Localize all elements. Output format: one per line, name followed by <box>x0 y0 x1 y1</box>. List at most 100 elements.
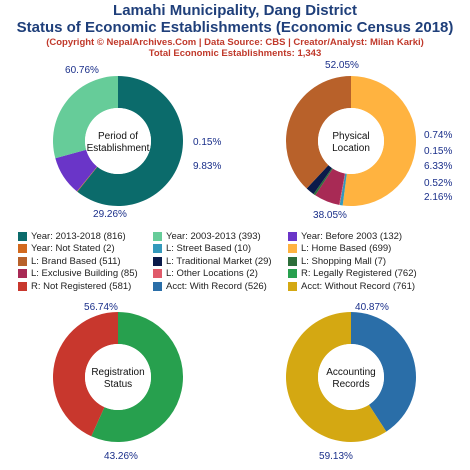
donut-chart-2: 52.05% 0.74% 0.15% 6.33% 0.52% 2.16% 38.05% Phy… <box>286 60 452 221</box>
legend-swatch <box>288 256 297 266</box>
legend-label: Year: 2003-2013 (393) <box>166 230 261 242</box>
total-line: Total Economic Establishments: 1,343 <box>148 48 322 59</box>
legend-swatch <box>288 244 297 253</box>
title-line-1: Lamahi Municipality, Dang District <box>113 2 357 19</box>
chart-header: Lamahi Municipality, Dang District Statu… <box>0 0 470 59</box>
pie-slice <box>55 149 98 192</box>
legend-item: L: Home Based (699) <box>288 243 463 255</box>
slice-percent-label: 56.74% <box>84 302 118 313</box>
legend-swatch <box>18 244 27 253</box>
copyright-line: (Copyright © NepalArchives.Com | Data So… <box>46 37 424 48</box>
legend-swatch <box>153 256 162 266</box>
slice-percent-label: 38.05% <box>313 210 347 221</box>
legend-label: R: Not Registered (581) <box>31 280 132 292</box>
legend-item: Acct: With Record (526) <box>153 280 288 292</box>
slice-percent-label: 0.52% <box>424 178 452 189</box>
legend-item: L: Brand Based (511) <box>18 255 153 267</box>
slice-percent-label: 52.05% <box>325 60 359 71</box>
legend-item: R: Legally Registered (762) <box>288 268 463 280</box>
legend-swatch <box>288 269 297 278</box>
legend-item: L: Traditional Market (29) <box>153 255 288 267</box>
legend-label: L: Shopping Mall (7) <box>301 255 387 267</box>
legend-label: Year: Not Stated (2) <box>31 243 115 254</box>
donut-center-label: Status <box>104 379 132 390</box>
legend-swatch <box>18 231 27 241</box>
legend-row: L: Exclusive Building (85) L: Other Locat… <box>18 268 463 280</box>
pie-slice <box>53 76 118 159</box>
legend-label: L: Traditional Market (29) <box>166 255 272 267</box>
pie-slice <box>76 166 98 192</box>
pie-slice <box>342 76 416 206</box>
pie-slice <box>315 168 345 205</box>
donut-center-label: Registration <box>91 367 144 378</box>
pie-slice <box>53 312 119 437</box>
pie-slice <box>91 312 184 443</box>
pie-slice <box>286 312 387 443</box>
donut-center-label: Period of <box>98 131 138 142</box>
slice-percent-label: 60.76% <box>65 65 99 76</box>
legend: Year: 2013-2018 (816) Year: 2003-2013 (39… <box>18 230 463 293</box>
donut-center-label: Location <box>332 143 370 154</box>
legend-swatch <box>153 244 162 253</box>
donut-center-label: Accounting <box>326 367 375 378</box>
legend-label: Acct: With Record (526) <box>166 280 267 292</box>
donut-hole <box>85 344 151 410</box>
slice-percent-label: 0.15% <box>193 137 221 148</box>
legend-row: Year: 2013-2018 (816) Year: 2003-2013 (39… <box>18 230 463 242</box>
slice-percent-label: 0.15% <box>424 146 452 157</box>
legend-label: Year: Before 2003 (132) <box>301 230 403 242</box>
legend-swatch <box>153 269 162 278</box>
pie-slice <box>306 165 332 195</box>
pie-slice <box>77 76 184 207</box>
slice-percent-label: 40.87% <box>355 302 389 313</box>
legend-item: L: Shopping Mall (7) <box>288 255 463 267</box>
legend-item: Year: 2013-2018 (816) <box>18 230 153 242</box>
legend-item: Acct: Without Record (761) <box>288 280 463 292</box>
donut-center-label: Establishment <box>87 143 150 154</box>
legend-swatch <box>18 281 27 291</box>
slice-percent-label: 0.74% <box>424 130 452 141</box>
legend-swatch <box>288 281 297 291</box>
legend-swatch <box>18 269 27 278</box>
legend-swatch <box>153 281 162 291</box>
legend-item: Year: 2003-2013 (393) <box>153 230 288 242</box>
legend-label: L: Home Based (699) <box>301 243 392 254</box>
pie-slice <box>313 167 333 196</box>
donut-chart-1: 60.76% 0.15% 9.83% 29.26% Period ofEstablish… <box>53 65 221 220</box>
slice-percent-label: 43.26% <box>104 451 138 462</box>
donut-hole <box>318 344 384 410</box>
donut-hole <box>85 108 151 174</box>
legend-label: L: Brand Based (511) <box>31 255 121 267</box>
legend-row: Year: Not Stated (2) L: Street Based (10)… <box>18 243 463 255</box>
legend-swatch <box>153 231 162 241</box>
pie-slice <box>339 173 347 206</box>
donut-center-label: Records <box>332 379 369 390</box>
legend-swatch <box>18 256 27 266</box>
pie-slice <box>351 312 417 432</box>
legend-swatch <box>288 231 297 241</box>
legend-label: Acct: Without Record (761) <box>301 280 416 292</box>
legend-item: Year: Before 2003 (132) <box>288 230 463 242</box>
legend-item: L: Exclusive Building (85) <box>18 268 153 280</box>
pie-slice <box>339 173 346 206</box>
legend-item: L: Street Based (10) <box>153 243 288 255</box>
pie-slice <box>286 76 351 189</box>
legend-row: L: Brand Based (511) L: Traditional Marke… <box>18 255 463 267</box>
legend-item: Year: Not Stated (2) <box>18 243 153 255</box>
slice-percent-label: 9.83% <box>193 161 221 172</box>
donut-center-label: Physical <box>332 131 369 142</box>
slice-percent-label: 59.13% <box>319 451 353 462</box>
title-line-2: Status of Economic Establishments (Econo… <box>16 19 454 36</box>
donut-hole <box>318 108 384 174</box>
slice-percent-label: 29.26% <box>93 209 127 220</box>
legend-label: Year: 2013-2018 (816) <box>31 230 126 242</box>
legend-label: L: Exclusive Building (85) <box>31 268 138 279</box>
slice-percent-label: 2.16% <box>424 192 452 203</box>
legend-label: L: Street Based (10) <box>166 243 252 254</box>
legend-row: R: Not Registered (581) Acct: With Record… <box>18 280 463 292</box>
legend-item: R: Not Registered (581) <box>18 280 153 292</box>
legend-item: L: Other Locations (2) <box>153 268 288 280</box>
